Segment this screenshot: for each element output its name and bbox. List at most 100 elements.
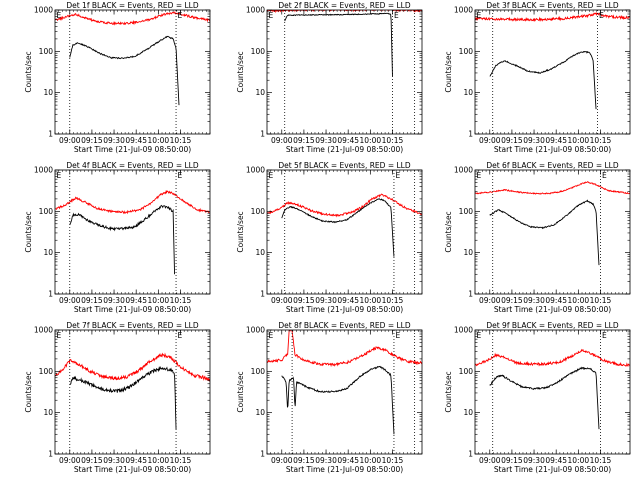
- y-tick-label: 1000: [34, 6, 53, 15]
- x-tick-label: 10:00: [148, 136, 170, 145]
- x-tick-label: 09:15: [81, 456, 103, 465]
- x-axis-label-4: Start Time (21-Jul-09 08:50:00): [74, 305, 191, 314]
- marker-label-7-2: E: [178, 331, 183, 340]
- marker-label-8-1: E: [269, 331, 274, 340]
- y-tick-label: 100: [459, 47, 474, 56]
- x-tick-label: 10:15: [382, 456, 404, 465]
- x-tick-label: 09:00: [59, 456, 81, 465]
- x-axis-label-2: Start Time (21-Jul-09 08:50:00): [286, 145, 403, 154]
- y-axis-label-9: Counts/sec: [444, 371, 453, 412]
- chart-title-2: Det 2f BLACK = Events, RED = LLD: [278, 1, 411, 10]
- y-tick-label: 10: [463, 408, 473, 417]
- y-axis-label-2: Counts/sec: [236, 51, 245, 92]
- marker-label-2-2: E: [394, 11, 399, 20]
- x-tick-label: 09:30: [523, 136, 545, 145]
- x-axis-label-9: Start Time (21-Jul-09 08:50:00): [494, 465, 611, 474]
- y-tick-label: 100: [39, 207, 54, 216]
- series-line-9-events: [489, 366, 600, 430]
- x-tick-label: 09:15: [501, 456, 523, 465]
- series-line-8-lld: [267, 330, 422, 368]
- y-axis-label-1: Counts/sec: [24, 51, 33, 92]
- series-line-1-events: [69, 35, 180, 106]
- x-tick-label: 09:30: [103, 136, 125, 145]
- y-tick-label: 1000: [454, 6, 473, 15]
- x-axis-label-5: Start Time (21-Jul-09 08:50:00): [286, 305, 403, 314]
- y-tick-label: 100: [251, 367, 266, 376]
- y-axis-label-3: Counts/sec: [444, 51, 453, 92]
- y-axis-label-4: Counts/sec: [24, 211, 33, 252]
- series-line-4-lld: [55, 189, 210, 215]
- y-tick-label: 1: [468, 290, 473, 299]
- x-tick-label: 09:15: [293, 456, 315, 465]
- x-tick-label: 10:00: [360, 296, 382, 305]
- marker-label-5-2: E: [395, 171, 400, 180]
- series-line-2-events: [284, 12, 393, 77]
- x-tick-label: 09:30: [315, 296, 337, 305]
- marker-label-3-1: E: [477, 11, 482, 20]
- series-line-7-events: [69, 365, 177, 430]
- y-tick-label: 1000: [246, 166, 265, 175]
- y-tick-label: 1000: [454, 326, 473, 335]
- x-tick-label: 09:15: [501, 136, 523, 145]
- x-tick-label: 10:00: [148, 296, 170, 305]
- x-tick-label: 09:45: [545, 296, 567, 305]
- x-tick-label: 09:15: [293, 136, 315, 145]
- x-tick-label: 09:45: [337, 296, 359, 305]
- marker-label-4-2: E: [178, 171, 183, 180]
- y-tick-label: 100: [459, 367, 474, 376]
- x-tick-label: 10:15: [590, 456, 612, 465]
- x-tick-label: 09:30: [103, 296, 125, 305]
- marker-label-7-1: E: [57, 331, 62, 340]
- chart-title-8: Det 8f BLACK = Events, RED = LLD: [278, 321, 411, 330]
- series-line-1-lld: [55, 10, 210, 26]
- y-tick-label: 100: [251, 47, 266, 56]
- y-tick-label: 10: [255, 88, 265, 97]
- x-tick-label: 10:15: [170, 136, 192, 145]
- y-tick-label: 1: [48, 450, 53, 459]
- y-tick-label: 1: [260, 290, 265, 299]
- x-axis-label-3: Start Time (21-Jul-09 08:50:00): [494, 145, 611, 154]
- y-tick-label: 100: [39, 367, 54, 376]
- y-tick-label: 10: [255, 408, 265, 417]
- x-tick-label: 09:00: [479, 136, 501, 145]
- x-tick-label: 09:00: [59, 136, 81, 145]
- y-tick-label: 100: [459, 207, 474, 216]
- y-tick-label: 1: [48, 290, 53, 299]
- y-axis-label-6: Counts/sec: [444, 211, 453, 252]
- x-tick-label: 10:15: [170, 296, 192, 305]
- x-tick-label: 10:00: [568, 456, 590, 465]
- y-tick-label: 1: [260, 130, 265, 139]
- chart-title-1: Det 1f BLACK = Events, RED = LLD: [66, 1, 199, 10]
- marker-label-4-1: E: [57, 171, 62, 180]
- marker-label-9-2: E: [602, 331, 607, 340]
- x-tick-label: 09:45: [545, 136, 567, 145]
- y-tick-label: 1000: [34, 166, 53, 175]
- y-tick-label: 100: [251, 207, 266, 216]
- x-axis-label-8: Start Time (21-Jul-09 08:50:00): [286, 465, 403, 474]
- x-tick-label: 10:00: [568, 296, 590, 305]
- chart-title-4: Det 4f BLACK = Events, RED = LLD: [66, 161, 199, 170]
- y-tick-label: 1000: [34, 326, 53, 335]
- series-line-5-events: [281, 198, 395, 257]
- y-tick-label: 100: [39, 47, 54, 56]
- series-line-6-events: [489, 199, 600, 266]
- y-axis-label-7: Counts/sec: [24, 371, 33, 412]
- x-tick-label: 09:00: [271, 456, 293, 465]
- series-line-3-events: [489, 50, 597, 110]
- y-tick-label: 10: [43, 88, 53, 97]
- x-tick-label: 10:00: [360, 136, 382, 145]
- chart-title-6: Det 6f BLACK = Events, RED = LLD: [486, 161, 619, 170]
- x-axis-label-6: Start Time (21-Jul-09 08:50:00): [494, 305, 611, 314]
- x-tick-label: 10:15: [590, 296, 612, 305]
- x-tick-label: 09:00: [59, 296, 81, 305]
- marker-label-2-1: E: [269, 11, 274, 20]
- y-tick-label: 1000: [246, 6, 265, 15]
- chart-title-9: Det 9f BLACK = Events, RED = LLD: [486, 321, 619, 330]
- marker-label-1-1: E: [57, 11, 62, 20]
- x-axis-label-7: Start Time (21-Jul-09 08:50:00): [74, 465, 191, 474]
